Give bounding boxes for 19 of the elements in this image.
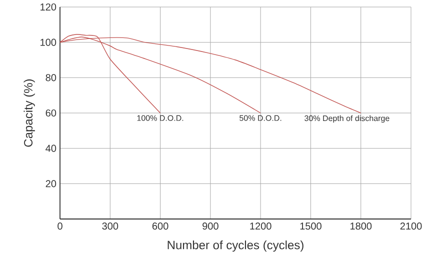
x-tick-label: 2100 xyxy=(400,222,422,230)
y-axis-title: Capacity (%) xyxy=(24,79,35,147)
annotation: 50% D.O.D. xyxy=(240,115,282,121)
y-tick-label: 80 xyxy=(46,74,56,82)
x-tick-label: 1800 xyxy=(350,222,372,230)
annotation: 30% Depth of discharge xyxy=(304,115,390,123)
y-tick-label: 40 xyxy=(46,144,56,152)
x-tick-label: 900 xyxy=(202,222,218,230)
annotation: 100% D.O.D. xyxy=(137,115,184,121)
y-tick-label: 100 xyxy=(40,38,56,46)
x-tick-label: 0 xyxy=(58,222,62,230)
y-tick-label: 60 xyxy=(46,109,56,117)
x-axis-title: Number of cycles (cycles) xyxy=(168,240,304,252)
y-tick-label: 20 xyxy=(46,180,56,188)
x-tick-label: 1500 xyxy=(300,222,322,230)
y-tick-label: 120 xyxy=(40,3,56,11)
x-tick-label: 600 xyxy=(152,222,168,230)
x-tick-label: 300 xyxy=(102,222,118,230)
x-tick-label: 1200 xyxy=(250,222,272,230)
